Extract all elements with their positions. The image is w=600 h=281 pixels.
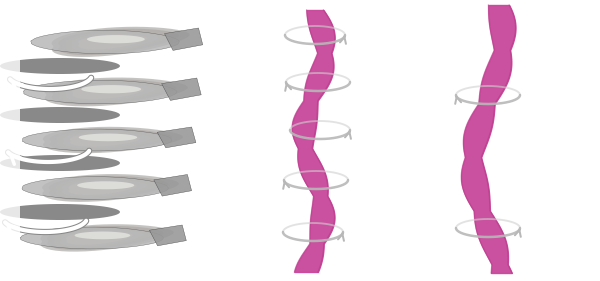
- Polygon shape: [53, 228, 154, 248]
- Polygon shape: [161, 78, 201, 100]
- Polygon shape: [0, 204, 120, 220]
- Polygon shape: [47, 226, 164, 250]
- Polygon shape: [22, 129, 172, 151]
- Polygon shape: [60, 229, 143, 246]
- Polygon shape: [55, 178, 158, 198]
- Polygon shape: [71, 33, 158, 51]
- Polygon shape: [154, 175, 191, 196]
- Polygon shape: [77, 181, 134, 189]
- Polygon shape: [66, 231, 133, 245]
- Polygon shape: [157, 127, 196, 148]
- Polygon shape: [20, 227, 164, 249]
- Polygon shape: [0, 58, 120, 74]
- Polygon shape: [68, 181, 137, 195]
- Bar: [0, 0, 20, 281]
- Bar: [0, 255, 210, 281]
- Polygon shape: [0, 155, 120, 171]
- Polygon shape: [52, 79, 177, 105]
- Polygon shape: [49, 176, 169, 200]
- Polygon shape: [72, 85, 144, 99]
- Polygon shape: [74, 232, 130, 239]
- Polygon shape: [44, 78, 188, 106]
- Polygon shape: [78, 34, 148, 49]
- Polygon shape: [79, 133, 137, 141]
- Polygon shape: [65, 83, 155, 101]
- Polygon shape: [50, 128, 172, 151]
- Polygon shape: [58, 81, 166, 103]
- Polygon shape: [23, 80, 177, 104]
- Polygon shape: [87, 35, 145, 43]
- Polygon shape: [164, 28, 203, 50]
- Polygon shape: [42, 174, 179, 202]
- Polygon shape: [62, 179, 148, 197]
- Polygon shape: [22, 177, 169, 199]
- Polygon shape: [149, 225, 187, 246]
- Polygon shape: [58, 29, 179, 55]
- Polygon shape: [65, 31, 169, 53]
- Polygon shape: [52, 27, 190, 57]
- Polygon shape: [56, 130, 161, 150]
- Polygon shape: [63, 132, 151, 148]
- Polygon shape: [43, 127, 183, 153]
- Polygon shape: [31, 30, 179, 54]
- Polygon shape: [40, 224, 174, 251]
- Polygon shape: [0, 107, 120, 123]
- Polygon shape: [82, 85, 141, 93]
- Polygon shape: [70, 133, 140, 147]
